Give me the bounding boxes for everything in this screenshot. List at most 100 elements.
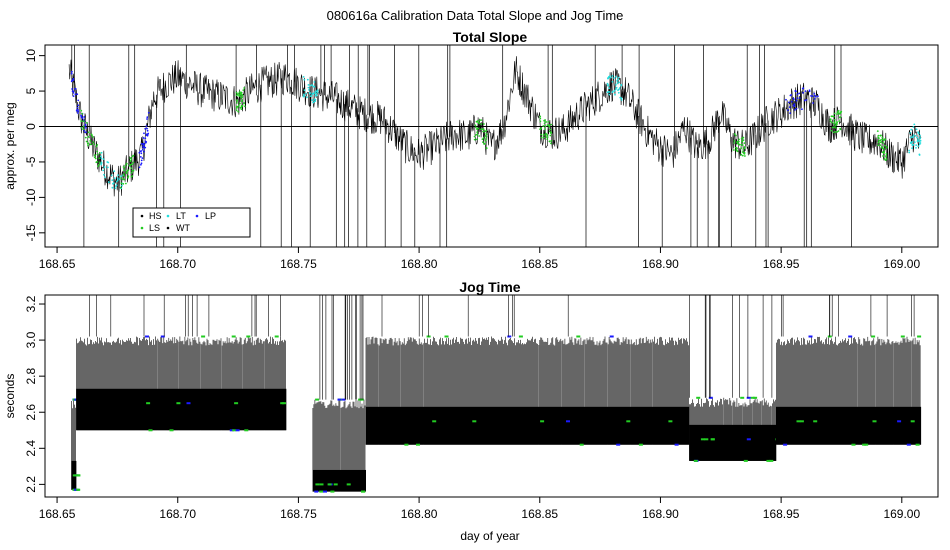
bottom-y-axis-label: seconds xyxy=(3,374,17,419)
legend-marker-hs xyxy=(140,214,144,218)
jog-time-marker xyxy=(341,398,346,401)
x-tick-label: 168.95 xyxy=(763,257,800,271)
jog-time-marker xyxy=(327,483,332,486)
x-tick-label: 169.00 xyxy=(883,507,920,521)
y-tick-label: 2.2 xyxy=(24,476,38,493)
y-tick-label: -5 xyxy=(24,156,38,167)
jog-time-marker xyxy=(897,420,902,423)
jog-time-marker xyxy=(579,443,584,446)
jog-time-marker xyxy=(766,459,771,462)
y-tick-label: 5 xyxy=(24,87,38,94)
calibration-point-cluster xyxy=(80,109,101,168)
y-tick-label: 10 xyxy=(24,49,38,63)
legend-marker-wt xyxy=(166,226,170,230)
legend-marker-ls xyxy=(140,226,144,230)
x-tick-label: 168.70 xyxy=(159,257,196,271)
y-tick-label: 2.6 xyxy=(24,404,38,421)
calibration-point-cluster xyxy=(539,115,553,145)
y-tick-label: 3.0 xyxy=(24,331,38,348)
jog-time-marker xyxy=(404,443,409,446)
jog-time-marker xyxy=(862,443,867,446)
top-plot-data xyxy=(45,45,938,247)
jog-time-marker xyxy=(917,335,922,338)
y-tick-label: 3.2 xyxy=(24,295,38,312)
jog-time-marker xyxy=(769,459,774,462)
jog-time-marker xyxy=(444,335,449,338)
jog-time-marker xyxy=(638,443,643,446)
jog-time-marker xyxy=(871,335,876,338)
calibration-point-cluster xyxy=(785,87,819,114)
legend-marker-lp xyxy=(195,214,199,218)
legend-label-ls: LS xyxy=(149,223,160,233)
jog-time-marker xyxy=(432,420,437,423)
legend-label-hs: HS xyxy=(149,211,162,221)
jog-time-marker xyxy=(708,396,713,399)
jog-time-marker xyxy=(753,396,758,399)
jog-time-marker xyxy=(74,488,79,491)
jog-time-marker xyxy=(576,335,581,338)
legend-marker-lt xyxy=(166,214,170,218)
jog-time-marker xyxy=(314,490,319,493)
calibration-point-cluster xyxy=(138,111,150,169)
jog-time-oscillation xyxy=(76,336,286,431)
jog-time-marker xyxy=(346,483,351,486)
jog-time-marker xyxy=(315,483,320,486)
x-tick-label: 168.65 xyxy=(39,507,76,521)
jog-time-band xyxy=(76,388,287,431)
jog-time-marker xyxy=(740,396,745,399)
jog-time-marker xyxy=(566,420,570,423)
jog-time-marker xyxy=(906,443,911,446)
jog-time-marker xyxy=(244,429,249,432)
jog-time-marker xyxy=(693,459,698,462)
legend: HS LT LP LS WT xyxy=(132,207,251,238)
y-tick-label: 0 xyxy=(24,123,38,130)
jog-time-marker xyxy=(743,459,748,462)
jog-time-marker xyxy=(337,398,342,401)
jog-time-marker xyxy=(315,398,320,401)
calibration-point-cluster xyxy=(473,119,488,150)
jog-time-marker xyxy=(72,474,77,477)
jog-time-segment xyxy=(312,398,366,493)
jog-time-marker xyxy=(700,438,705,441)
jog-time-marker xyxy=(808,335,813,338)
y-tick-label: 2.8 xyxy=(24,367,38,384)
jog-time-segment xyxy=(776,335,922,446)
top-plot-axes: 168.65 168.70 168.75 168.80 168.85 168.90 168.… xyxy=(24,49,920,271)
jog-time-marker xyxy=(333,483,338,486)
top-y-axis-label: approx. per meg xyxy=(3,102,17,189)
jog-time-oscillation xyxy=(776,336,921,445)
jog-time-marker xyxy=(145,335,149,338)
y-tick-label: -15 xyxy=(24,224,38,242)
jog-time-marker xyxy=(746,438,751,441)
jog-time-marker xyxy=(186,402,191,405)
jog-time-spikes xyxy=(89,295,915,400)
jog-time-marker xyxy=(229,429,234,432)
jog-time-marker xyxy=(169,429,174,432)
jog-time-marker xyxy=(330,490,335,493)
jog-time-segment xyxy=(689,396,780,462)
jog-time-marker xyxy=(319,490,324,493)
page-title: 080616a Calibration Data Total Slope and… xyxy=(326,8,624,23)
jog-time-marker xyxy=(235,429,240,432)
jog-time-marker xyxy=(668,420,673,423)
jog-time-marker xyxy=(274,335,279,338)
jog-time-marker xyxy=(148,429,153,432)
x-axis-label: day of year xyxy=(460,529,519,543)
jog-time-marker xyxy=(626,420,631,423)
jog-time-marker xyxy=(872,420,877,423)
jog-time-marker xyxy=(518,335,523,338)
y-tick-label: -10 xyxy=(24,188,38,206)
jog-time-marker xyxy=(416,443,420,446)
calibration-point-cluster xyxy=(829,110,843,134)
calibration-point-cluster xyxy=(876,130,888,162)
jog-time-oscillation xyxy=(365,336,689,445)
jog-time-marker xyxy=(232,429,237,432)
calibration-point-cluster xyxy=(302,76,319,104)
jog-time-marker xyxy=(799,420,804,423)
x-tick-label: 168.95 xyxy=(763,507,800,521)
jog-time-marker xyxy=(176,402,181,405)
jog-time-marker xyxy=(76,488,81,491)
jog-time-marker xyxy=(201,335,206,338)
jog-time-marker xyxy=(234,402,239,405)
